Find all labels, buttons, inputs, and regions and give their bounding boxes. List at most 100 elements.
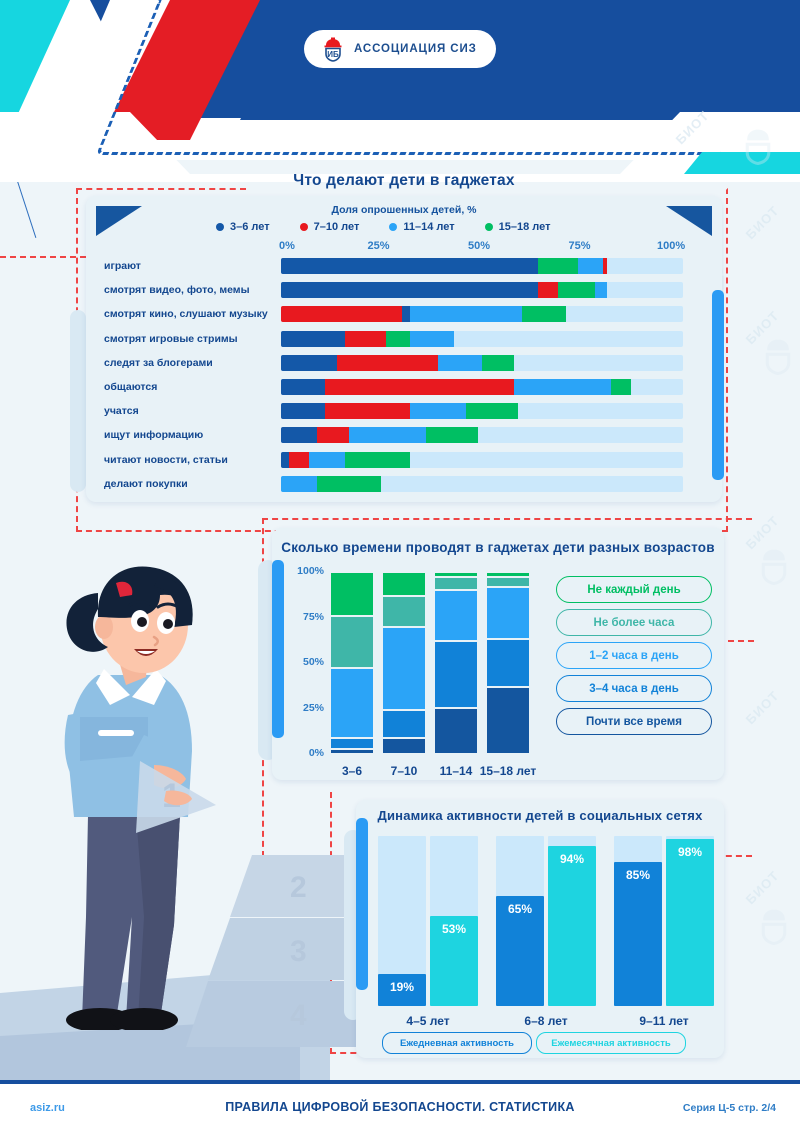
chart1-bar-segment [281,306,402,323]
chart2-x-label: 15–18 лет [479,764,537,778]
chart1-bar-segment [281,403,326,420]
chart1-legend-label: 15–18 лет [498,221,551,233]
chart3-x-label: 4–5 лет [406,1014,450,1028]
chart2-column-segment [382,626,426,711]
chart1-bar-segment [317,475,382,492]
chart1-bar-segment [281,330,346,347]
chart1-legend-item: 7–10 лет [299,221,360,233]
chart1-x-tick: 100% [657,240,686,252]
chart1-bar-segment [558,282,595,299]
chart2-column-segment [330,748,374,754]
chart1-row-label: играют [104,260,141,272]
chart2-legend-pill[interactable]: 3–4 часа в день [556,675,712,702]
chart1-bar-segment [425,427,478,444]
watermark-logo-icon [736,125,780,170]
chart3-bar [614,861,662,1006]
illustration-girl: 1 [40,565,250,1032]
chart1-row-label: учатся [104,405,139,418]
chart2-legend-pill[interactable]: 1–2 часа в день [556,642,712,669]
decor-dashed-line-right [718,640,754,644]
chart2-column-segment [382,595,426,627]
chart1-bar-segment [594,282,607,299]
chart2-column-segment [434,641,478,709]
podium-step-number: 3 [290,935,307,968]
footer-title: ПРАВИЛА ЦИФРОВОЙ БЕЗОПАСНОСТИ. СТАТИСТИК… [225,1100,575,1114]
chart1-bar-segment [409,306,523,323]
chart2-column-segment [382,737,426,754]
chart1-card [86,196,722,502]
chart1-card-shadow [70,310,86,492]
chart2-stacked-column [330,572,374,754]
chart1-bar-track [281,475,683,492]
chart1-bar-segment [522,306,567,323]
svg-text:ИБ: ИБ [327,50,339,59]
chart1-row-label: делают покупки [104,477,188,490]
chart1-legend-label: 11–14 лет [403,221,455,233]
legend-dot-icon [484,223,493,231]
chart2-column-segment [486,586,530,640]
chart2-column-segment [330,668,374,738]
watermark-logo-icon [756,335,800,380]
chart1-bar-segment [578,258,603,274]
chart2-x-label: 3–6 [341,764,363,778]
chart3-legend-pill[interactable]: Ежемесячная активность [536,1032,686,1054]
decor-dashed-line-left [0,256,86,260]
chart2-legend-pill[interactable]: Не каждый день [556,576,712,603]
chart2-column-segment [434,708,478,754]
chart1-row-label: следят за блогерами [104,356,213,369]
chart1-bar-track [281,403,683,420]
podium-step-number: 4 [290,999,307,1032]
chart1-legend-label: 7–10 лет [313,221,360,233]
footer-site-link[interactable]: asiz.ru [30,1102,65,1114]
brand-logo-label: АССОЦИАЦИЯ СИЗ [354,43,477,55]
chart2-stacked-column [434,572,478,754]
chart1-bar-track [281,258,683,274]
chart3-bar [496,895,544,1006]
chart1-bar-segment [409,330,454,347]
chart3-bar [378,973,426,1006]
legend-dot-icon [299,223,308,231]
chart1-row-label: смотрят игровые стримы [104,332,238,345]
chart1-bar-segment [514,379,611,395]
chart2-stacked-column [382,572,426,754]
chart3-legend-pill[interactable]: Ежедневная активность [382,1032,532,1054]
chart1-bar-track [281,379,683,395]
chart3-bar-value: 19% [389,979,415,994]
chart3-bar-value: 65% [507,901,533,916]
chart3-bar-value: 85% [625,867,651,882]
chart1-bar-segment [409,403,466,420]
chart2-y-tick: 0% [308,747,324,759]
chart1-row-label: общаются [104,381,158,393]
chart2-y-tick: 100% [297,565,324,577]
chart1-bar-segment [337,354,438,371]
chart1-bar-segment [317,427,350,444]
chart2-legend-pill[interactable]: Почти все время [556,708,712,735]
chart1-bar-segment [538,282,559,299]
footer-series: Серия Ц-5 стр. 2/4 [682,1102,776,1114]
chart2-column-segment [486,639,530,687]
chart1-bar-segment [538,258,579,274]
podium-step-number: 2 [290,871,307,904]
brand-logo[interactable]: ИБ АССОЦИАЦИЯ СИЗ [304,30,496,68]
chart2-column-segment [486,577,530,587]
chart1-bar-segment [281,475,318,492]
chart1-bar-segment [281,282,539,299]
chart2-legend-pill[interactable]: Не более часа [556,609,712,636]
chart2-column-segment [434,577,478,591]
chart2-column-segment [486,686,530,754]
chart2-stacked-column [486,572,530,754]
chart1-bar-segment [481,354,515,371]
chart1-legend: 3–6 лет 7–10 лет 11–14 лет 15–18 лет [216,221,550,233]
chart1-bar-segment [349,427,426,444]
chart2-y-tick: 75% [302,610,324,623]
chart3-bar-value: 53% [441,921,467,936]
chart1-bar-track [281,451,683,468]
chart1-bar-segment [401,306,410,323]
watermark-logo-icon [752,545,796,590]
chart1-bar-segment [325,379,515,395]
chart1-bar-segment [281,427,318,444]
chart1-row-label: смотрят кино, слушают музыку [104,308,268,321]
chart2-column-segment [382,572,426,596]
chart1-bar-segment [309,451,346,468]
helmet-shield-logo-icon: ИБ [320,36,346,62]
